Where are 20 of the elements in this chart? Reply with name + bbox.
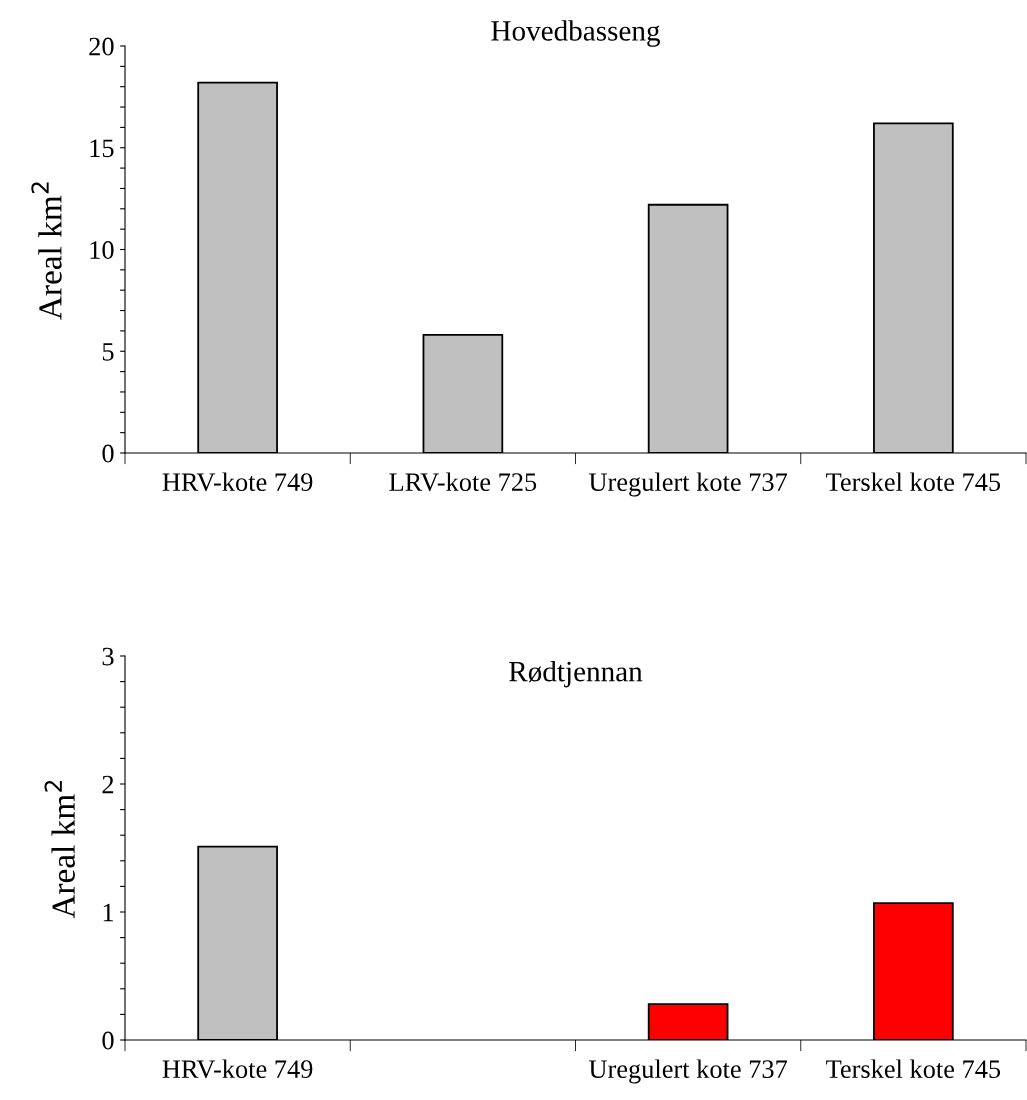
y-axis-title: Areal km$^{2}$ [31,182,62,320]
x-tick-label: Uregulert kote 737 [589,1059,788,1084]
y-tick-label: 0 [102,1031,114,1050]
y-tick-label: 2 [102,775,114,794]
x-tick-label: LRV-kote 725 [389,472,537,492]
y-tick-label: 10 [90,241,114,259]
chart-title: Hovedbasseng [491,20,660,47]
y-tick-label: 0 [102,444,114,463]
y-tick-label: 1 [103,903,113,922]
x-tick-label: Terskel kote 745 [826,472,1001,492]
x-tick-label: HRV-kote 749 [162,1059,313,1079]
y-tick-label: 15 [90,139,114,158]
x-tick-label: HRV-kote 749 [162,472,313,492]
x-tick-label: Uregulert kote 737 [589,472,788,497]
y-axis-title: Areal km$^{2}$ [44,780,75,919]
y-tick-label: 3 [102,647,114,666]
y-tick-label: 20 [89,37,114,56]
y-tick-label: 5 [102,343,114,361]
chart-title: Rødtjennan [509,660,643,688]
x-tick-label: Terskel kote 745 [826,1059,1001,1079]
